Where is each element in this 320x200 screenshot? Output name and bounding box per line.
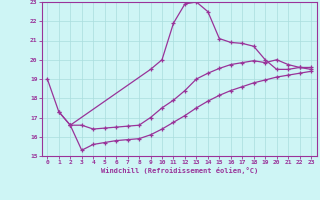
X-axis label: Windchill (Refroidissement éolien,°C): Windchill (Refroidissement éolien,°C) (100, 167, 258, 174)
